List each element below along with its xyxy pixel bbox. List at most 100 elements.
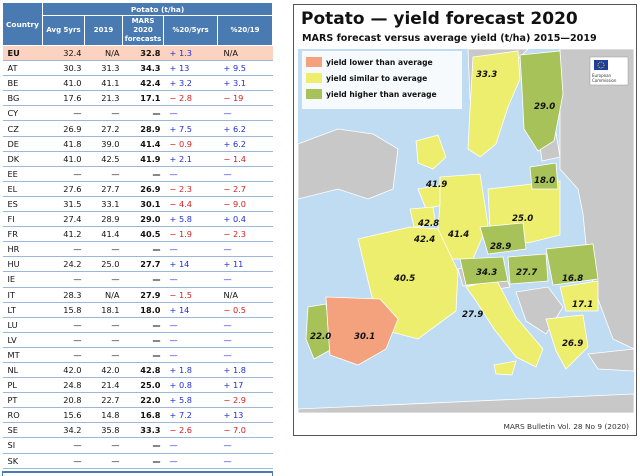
- table-row: BE 41.0 41.1 42.4 + 3.2 + 3.1: [2, 75, 273, 92]
- map-label-hu: 27.7: [516, 268, 537, 278]
- cell-avg-5yrs: —: [42, 453, 85, 469]
- cell-pct-19: —: [217, 437, 273, 454]
- cell-avg-5yrs: 31.5: [42, 196, 85, 213]
- romania-region: [545, 243, 599, 286]
- cell-pct-19: N/A: [217, 45, 273, 62]
- cell-pct-19: − 1.4: [217, 151, 273, 167]
- table-row: SI — — — — —: [2, 437, 273, 454]
- header-pct-19: %20/19: [216, 15, 274, 46]
- cell-pct-5yrs: + 1.3: [163, 45, 218, 62]
- cell-pct-19: + 17: [217, 377, 273, 394]
- cell-pct-5yrs: —: [163, 332, 218, 348]
- legend-swatch-similar: [306, 73, 322, 83]
- cell-pct-19: − 9.0: [217, 196, 273, 213]
- cell-pct-5yrs: + 2.1: [163, 151, 218, 167]
- cell-pct-5yrs: + 14: [163, 302, 218, 318]
- cell-avg-5yrs: 27.4: [42, 211, 85, 228]
- cell-avg-5yrs: 34.2: [42, 422, 85, 439]
- cell-pct-5yrs: —: [163, 105, 218, 122]
- eu-flag-icon: [594, 60, 608, 70]
- cell-forecast: 25.0: [122, 377, 164, 394]
- cell-avg-5yrs: 41.0: [42, 75, 85, 92]
- table-row: NL 42.0 42.0 42.8 + 1.8 + 1.8: [2, 362, 273, 379]
- cell-pct-5yrs: − 2.8: [163, 90, 218, 107]
- map-label-at: 34.3: [476, 268, 497, 278]
- cell-avg-5yrs: 41.8: [42, 136, 85, 152]
- map-label-be: 42.4: [413, 235, 435, 245]
- cell-avg-5yrs: 20.8: [42, 392, 85, 409]
- cell-country: CY: [2, 105, 43, 122]
- cell-forecast: 40.5: [122, 226, 164, 243]
- table-row: LV — — — — —: [2, 332, 273, 348]
- cell-forecast: —: [122, 271, 164, 288]
- table-row: IT 28.3 N/A 27.9− 1.5 N/A: [2, 287, 273, 303]
- legend-swatch-higher: [306, 89, 322, 99]
- table-row: PL 24.8 21.4 25.0 + 0.8 + 17: [2, 377, 273, 394]
- estonia-region: [529, 162, 559, 190]
- table-row: SK — — — — —: [2, 453, 273, 469]
- austria-region: [459, 256, 509, 286]
- cell-pct-5yrs: —: [163, 453, 218, 469]
- header-potato-group: Potato (t/ha): [41, 2, 274, 16]
- cell-avg-5yrs: 27.6: [42, 181, 85, 197]
- legend-background: [302, 51, 462, 109]
- turkey-land: [587, 348, 634, 372]
- map-label-bg: 17.1: [572, 300, 593, 310]
- cell-avg-5yrs: —: [42, 332, 85, 348]
- cell-avg-5yrs: 32.4: [42, 45, 85, 62]
- cell-y2019: 36.5: [84, 471, 123, 476]
- cell-y2019: —: [84, 453, 123, 469]
- cell-forecast: —: [122, 453, 164, 469]
- map-label-de: 41.4: [447, 230, 469, 240]
- cell-pct-5yrs: + 4.1: [163, 471, 218, 476]
- table-row: AT 30.3 31.3 34.3 + 13 + 9.5: [2, 60, 273, 77]
- cell-pct-19: − 0.5: [217, 302, 273, 318]
- cell-forecast: 27.7: [122, 256, 164, 273]
- cell-country: ES: [2, 196, 43, 213]
- north-africa-land: [298, 393, 634, 413]
- cell-forecast: —: [122, 347, 164, 363]
- cell-forecast: —: [122, 332, 164, 348]
- cell-pct-5yrs: − 0.9: [163, 136, 218, 152]
- cell-country: MT: [2, 347, 43, 363]
- map-panel: Potato — yield forecast 2020 MARS foreca…: [293, 4, 637, 436]
- eu-stars-icon: [597, 61, 605, 69]
- cell-pct-19: − 2.7: [217, 181, 273, 197]
- cell-pct-5yrs: − 2.6: [163, 422, 218, 439]
- cell-pct-5yrs: + 14: [163, 256, 218, 273]
- cell-pct-5yrs: —: [163, 437, 218, 454]
- cell-pct-19: + 6.2: [217, 136, 273, 152]
- cell-pct-5yrs: + 3.2: [163, 75, 218, 92]
- table-row: EU 32.4 N/A 32.8 + 1.3 N/A: [2, 45, 273, 62]
- cell-y2019: 28.9: [84, 211, 123, 228]
- germany-region: [437, 173, 489, 260]
- legend-label-lower: yield lower than average: [326, 58, 433, 67]
- cell-forecast: —: [122, 317, 164, 333]
- cell-forecast: 30.1: [122, 196, 164, 213]
- cell-y2019: —: [84, 332, 123, 348]
- yield-table: Country Potato (t/ha) Avg 5yrs 2019 MARS…: [2, 2, 274, 476]
- cell-pct-5yrs: —: [163, 347, 218, 363]
- cell-avg-5yrs: 15.8: [42, 302, 85, 318]
- cell-country: RO: [2, 407, 43, 424]
- cell-forecast: 26.9: [122, 181, 164, 197]
- cell-pct-5yrs: + 5.8: [163, 392, 218, 409]
- cell-pct-19: —: [217, 453, 273, 469]
- cell-y2019: 42.5: [84, 151, 123, 167]
- cell-country: FI: [2, 211, 43, 228]
- cell-country: LT: [2, 302, 43, 318]
- cell-avg-5yrs: 26.9: [42, 120, 85, 137]
- europe-map: yield lower than average yield similar t…: [298, 49, 634, 413]
- hungary-region: [507, 253, 549, 285]
- cell-pct-5yrs: − 4.4: [163, 196, 218, 213]
- cell-pct-19: + 11: [217, 256, 273, 273]
- header-pct-5yrs: %20/5yrs: [163, 15, 218, 46]
- map-label-fr: 40.5: [393, 274, 415, 284]
- cell-y2019: 21.3: [84, 90, 123, 107]
- cell-y2019: 27.7: [84, 181, 123, 197]
- cell-forecast: 16.8: [122, 407, 164, 424]
- cell-country: EU: [2, 45, 43, 62]
- cell-pct-19: + 16: [217, 471, 274, 476]
- cell-forecast: —: [122, 105, 164, 122]
- cell-forecast: 28.9: [122, 120, 164, 137]
